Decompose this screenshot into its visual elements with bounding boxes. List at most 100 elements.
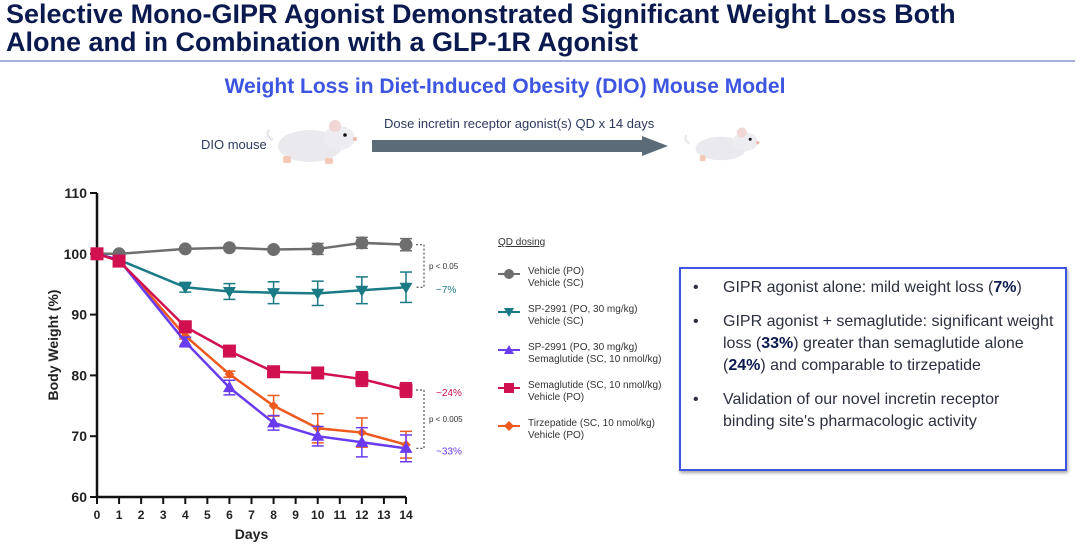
data-point: [267, 288, 281, 300]
slide-title-line2: Alone and in Combination with a GLP-1R A…: [6, 27, 638, 57]
slide-title: Selective Mono-GIPR Agonist Demonstrated…: [6, 0, 1076, 56]
legend-item: Tirzepatide (SC, 10 nmol/kg) Vehicle (PO): [498, 418, 661, 456]
series-line: [97, 241, 407, 256]
data-point: [268, 401, 279, 411]
y-tick-label: 100: [64, 246, 88, 262]
data-point: [355, 372, 369, 386]
finding-text: GIPR agonist alone: mild weight loss (7%…: [723, 279, 1022, 296]
key-findings-box: • GIPR agonist alone: mild weight loss (7…: [679, 267, 1067, 471]
finding-text: GIPR agonist + semaglutide: significant …: [723, 313, 1054, 374]
data-point: [355, 236, 369, 250]
mouse-icon: [684, 127, 760, 162]
data-point: [178, 335, 192, 347]
data-point: [311, 242, 325, 256]
x-tick-label: 2: [138, 508, 145, 522]
y-tick-label: 60: [71, 489, 87, 505]
data-point: [222, 286, 236, 298]
y-tick-label: 80: [71, 367, 87, 383]
series-triangle-down: [90, 249, 413, 307]
p-value-label: p < 0.05: [429, 262, 459, 271]
legend-title: QD dosing: [498, 237, 546, 248]
x-tick-label: 12: [355, 508, 369, 522]
data-point: [311, 288, 325, 300]
legend-marker-triangle-down-icon: [498, 308, 520, 317]
mouse-icon: [266, 120, 357, 164]
legend-label-line1: SP-2991 (PO, 30 mg/kg): [528, 342, 638, 353]
dosing-arrow: [372, 136, 668, 156]
legend: QD dosing Vehicle (PO) Vehicle (SC) SP-299…: [498, 237, 661, 456]
series-line: [96, 252, 407, 450]
y-tick-label: 70: [71, 428, 87, 444]
series-line: [96, 252, 407, 446]
legend-label-line1: Vehicle (PO): [528, 266, 585, 277]
data-point: [178, 282, 192, 294]
legend-label-line2: Semaglutide (SC, 10 nmol/kg): [528, 354, 662, 365]
x-tick-label: 13: [377, 508, 391, 522]
series-line: [96, 252, 407, 392]
legend-label-line2: Vehicle (PO): [528, 430, 585, 441]
legend-item: Vehicle (PO) Vehicle (SC): [498, 266, 661, 304]
x-tick-label: 14: [399, 508, 413, 522]
legend-label-line2: Vehicle (SC): [528, 278, 584, 289]
percent-loss-label: ~24%: [436, 388, 462, 399]
legend-label-line1: Tirzepatide (SC, 10 nmol/kg): [528, 418, 655, 429]
chart-subtitle: Weight Loss in Diet-Induced Obesity (DIO…: [224, 75, 786, 98]
data-point: [222, 344, 236, 358]
significance-bracket: [416, 389, 425, 449]
finding-text: Validation of our novel incretin recepto…: [723, 391, 1000, 430]
title-divider: [0, 60, 1075, 62]
legend-label: Tirzepatide (SC, 10 nmol/kg) Vehicle (PO): [528, 418, 655, 442]
series-line: [96, 252, 407, 295]
legend-marker-circle-icon: [498, 269, 520, 279]
x-tick-label: 8: [270, 508, 277, 522]
bullet-icon: •: [693, 279, 699, 296]
x-tick-label: 4: [182, 508, 189, 522]
x-tick-label: 3: [160, 508, 167, 522]
significance-bracket: [416, 244, 425, 288]
legend-label: Semaglutide (SC, 10 nmol/kg) Vehicle (PO): [528, 380, 661, 404]
x-tick-label: 9: [292, 508, 299, 522]
data-point: [311, 366, 325, 380]
data-point: [267, 243, 281, 257]
legend-label: SP-2991 (PO, 30 mg/kg) Semaglutide (SC, 1…: [528, 342, 661, 366]
series-square: [90, 247, 413, 399]
data-point: [355, 435, 369, 447]
legend-label: SP-2991 (PO, 30 mg/kg) Vehicle (SC): [528, 304, 638, 328]
legend-label-line2: Vehicle (SC): [528, 316, 584, 327]
x-tick-label: 5: [204, 508, 211, 522]
data-point: [224, 369, 235, 379]
data-point: [90, 247, 104, 261]
data-point: [311, 429, 325, 441]
x-tick-label: 1: [116, 508, 123, 522]
bullet-icon: •: [693, 313, 699, 330]
legend-label-line2: Vehicle (PO): [528, 392, 585, 403]
data-point: [399, 441, 413, 453]
finding-bullet: • Validation of our novel incretin recept…: [693, 389, 1055, 433]
data-point: [355, 285, 369, 297]
data-point: [399, 238, 413, 252]
dio-mouse-label: DIO mouse: [201, 137, 267, 152]
data-point: [178, 242, 192, 256]
dose-regimen-label: Dose incretin receptor agonist(s) QD x 1…: [384, 116, 655, 131]
legend-marker-square-icon: [498, 383, 520, 393]
x-tick-label: 6: [226, 508, 233, 522]
legend-item: SP-2991 (PO, 30 mg/kg) Vehicle (SC): [498, 304, 661, 342]
y-tick-label: 90: [71, 307, 87, 323]
percent-loss-label: ~7%: [436, 285, 456, 296]
legend-item: Semaglutide (SC, 10 nmol/kg) Vehicle (PO): [498, 380, 661, 418]
data-point: [399, 383, 413, 397]
data-point: [222, 381, 236, 393]
data-point: [178, 320, 192, 334]
legend-label-line1: SP-2991 (PO, 30 mg/kg): [528, 304, 638, 315]
x-axis-label: Days: [235, 526, 269, 542]
data-point: [112, 254, 126, 268]
percent-loss-label: ~33%: [436, 446, 462, 457]
x-tick-label: 10: [311, 508, 325, 522]
p-value-label: p < 0.005: [429, 415, 463, 424]
legend-marker-diamond-icon: [498, 421, 520, 431]
y-axis-label: Body Weight (%): [45, 290, 61, 401]
x-tick-label: 11: [333, 508, 346, 522]
data-point: [267, 416, 281, 428]
legend-label: Vehicle (PO) Vehicle (SC): [528, 266, 584, 290]
